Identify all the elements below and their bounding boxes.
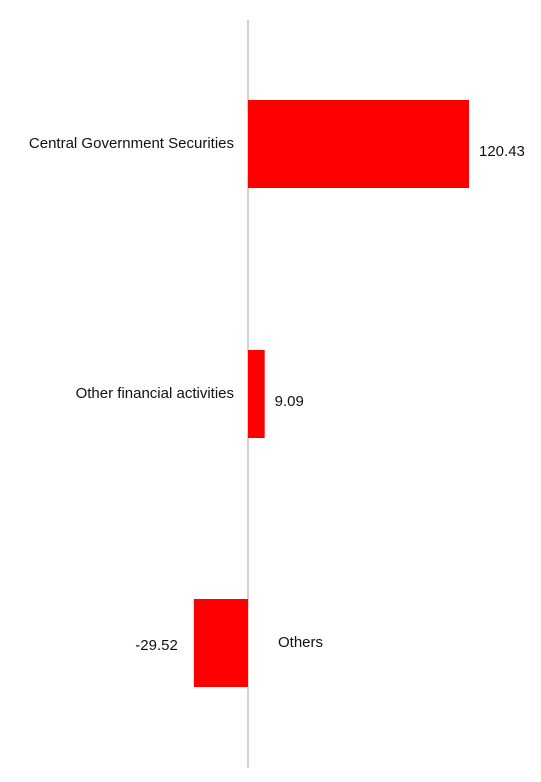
value-label-2: -29.52 [135,637,178,654]
value-label-1: 9.09 [275,393,304,410]
label-group: Central Government Securities 120.43 Other… [29,135,525,654]
category-label-1: Other financial activities [76,385,234,402]
bar-group [193,100,469,687]
bar-0 [248,100,469,188]
category-label-2: Others [278,634,323,651]
bar-1 [248,350,265,438]
value-label-0: 120.43 [479,143,525,160]
category-label-0: Central Government Securities [29,135,234,152]
bar-2 [193,599,248,687]
